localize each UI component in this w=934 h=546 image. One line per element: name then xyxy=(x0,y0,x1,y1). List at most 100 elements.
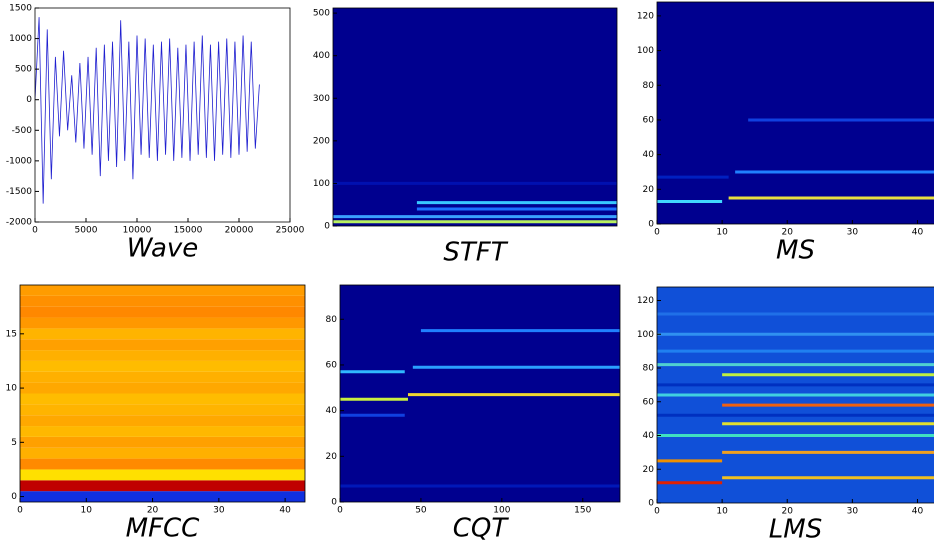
x-tick-label: 0 xyxy=(32,226,38,236)
coef-row xyxy=(20,458,305,470)
x-tick-label: 10 xyxy=(716,228,728,238)
y-tick-label: 60 xyxy=(326,360,338,370)
y-tick-label: 0 xyxy=(324,222,330,232)
y-tick-label: -1500 xyxy=(6,187,32,197)
y-tick-label: -500 xyxy=(12,126,33,136)
y-tick-label: 20 xyxy=(326,452,338,462)
x-tick-label: 25000 xyxy=(276,226,305,236)
axes-frame xyxy=(34,7,291,223)
plot-area xyxy=(657,287,934,503)
plot-area xyxy=(657,2,934,224)
y-tick-label: 400 xyxy=(313,51,330,61)
x-tick-label: 20 xyxy=(147,506,159,516)
axes-frame xyxy=(656,286,934,504)
x-tick-label: 30 xyxy=(213,506,225,516)
y-tick-label: 15 xyxy=(6,329,17,339)
x-tick-label: 50 xyxy=(415,506,427,516)
x-tick-label: 0 xyxy=(654,228,660,238)
y-tick-label: 40 xyxy=(643,431,655,441)
y-tick-label: 60 xyxy=(643,115,655,125)
x-tick-label: 30 xyxy=(847,228,859,238)
y-tick-label: -1000 xyxy=(6,156,32,166)
y-tick-label: 300 xyxy=(313,94,330,104)
x-tick-label: 20 xyxy=(782,228,794,238)
coef-row xyxy=(20,285,305,296)
y-tick-label: 0 xyxy=(26,95,32,105)
coef-row xyxy=(20,371,305,383)
coef-row xyxy=(20,306,305,318)
x-tick-label: 0 xyxy=(17,506,23,516)
plot-area xyxy=(35,8,290,222)
x-tick-label: 40 xyxy=(912,228,924,238)
axes-frame xyxy=(656,1,934,225)
coef-row xyxy=(20,436,305,448)
coef-row xyxy=(20,404,305,416)
y-tick-label: 1500 xyxy=(9,4,32,14)
x-tick-label: 0 xyxy=(654,507,660,517)
panel-title: Wave xyxy=(127,234,199,264)
y-tick-label: 80 xyxy=(326,315,338,325)
axes-frame xyxy=(19,284,306,503)
y-tick-label: 20 xyxy=(643,465,655,475)
x-tick-label: 10 xyxy=(716,507,728,517)
coef-row xyxy=(20,426,305,437)
y-tick-label: 60 xyxy=(643,397,655,407)
panel-title: MFCC xyxy=(126,514,201,544)
x-tick-label: 40 xyxy=(279,506,291,516)
y-tick-label: 200 xyxy=(313,136,330,146)
x-tick-label: 0 xyxy=(337,506,343,516)
x-tick-label: 30 xyxy=(847,507,859,517)
x-tick-label: 20 xyxy=(782,507,794,517)
coef-row xyxy=(20,393,305,405)
coef-row xyxy=(20,328,305,340)
y-tick-label: 80 xyxy=(643,81,655,91)
coef-row xyxy=(20,491,305,502)
plot-area xyxy=(333,8,617,226)
y-tick-label: 20 xyxy=(643,185,655,195)
coef-row xyxy=(20,350,305,361)
coef-row xyxy=(20,295,305,307)
y-tick-label: 500 xyxy=(15,65,32,75)
panel-title: CQT xyxy=(453,514,510,544)
y-tick-label: 5 xyxy=(11,438,17,448)
x-tick-label: 15000 xyxy=(174,226,203,236)
coef-row xyxy=(20,447,305,459)
y-tick-label: 0 xyxy=(648,499,654,509)
y-tick-label: 120 xyxy=(637,11,654,21)
coef-row xyxy=(20,415,305,427)
x-tick-label: 5000 xyxy=(75,226,98,236)
coef-row xyxy=(20,360,305,372)
y-tick-label: 100 xyxy=(637,46,654,56)
plot-bg xyxy=(35,8,290,222)
y-tick-label: 100 xyxy=(637,330,654,340)
panel-title: STFT xyxy=(443,238,508,268)
y-tick-label: 10 xyxy=(6,384,18,394)
x-tick-label: 10 xyxy=(81,506,93,516)
y-tick-label: 0 xyxy=(648,220,654,230)
y-tick-label: 40 xyxy=(643,150,655,160)
y-tick-label: 40 xyxy=(326,406,338,416)
coef-row xyxy=(20,339,305,351)
x-tick-label: 10000 xyxy=(123,226,152,236)
coef-row xyxy=(20,382,305,394)
coef-row xyxy=(20,469,305,481)
panel-title: LMS xyxy=(769,515,822,545)
panel-title: MS xyxy=(776,236,815,266)
x-tick-label: 100 xyxy=(493,506,510,516)
y-tick-label: 500 xyxy=(313,9,330,19)
y-tick-label: 0 xyxy=(11,492,17,502)
x-tick-label: 40 xyxy=(912,507,924,517)
x-tick-label: 20000 xyxy=(225,226,254,236)
plot-area xyxy=(340,285,620,502)
y-tick-label: 1000 xyxy=(9,34,32,44)
coef-row xyxy=(20,317,305,329)
plot-bg xyxy=(333,8,617,226)
coef-row xyxy=(20,480,305,492)
axes-frame xyxy=(339,284,621,503)
y-tick-label: 0 xyxy=(331,498,337,508)
y-tick-label: 100 xyxy=(313,179,330,189)
y-tick-label: 80 xyxy=(643,364,655,374)
plot-bg xyxy=(657,2,934,224)
